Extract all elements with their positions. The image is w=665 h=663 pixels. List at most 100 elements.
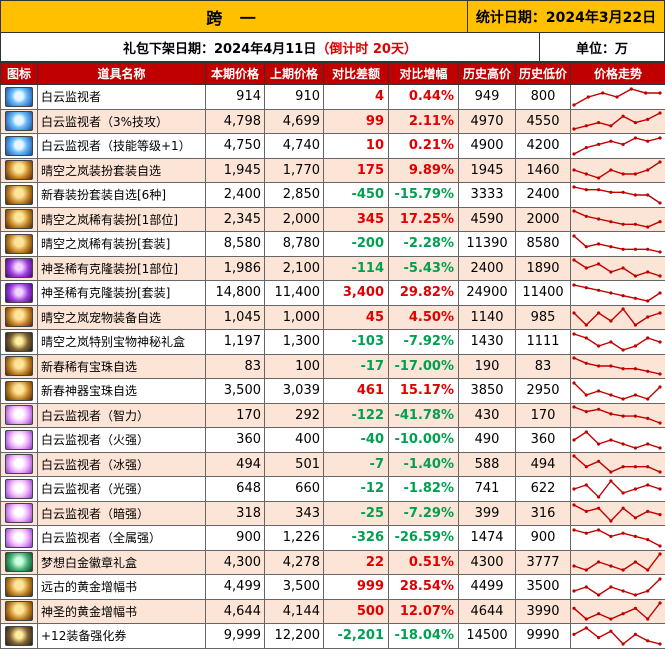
sparkline-point xyxy=(584,285,588,290)
sparkline-point xyxy=(658,446,662,450)
sparkline-point xyxy=(621,465,625,469)
item-icon-cell xyxy=(0,329,38,355)
sparkline-point xyxy=(646,617,650,621)
sparkline-point xyxy=(584,410,588,414)
sparkline-point xyxy=(633,414,637,418)
price-change-percent: -5.43% xyxy=(388,255,459,281)
table-row: 白云监视者 914 910 4 0.44% 949 800 xyxy=(0,84,665,110)
item-name: 神圣稀有克隆装扮[套装] xyxy=(37,280,206,306)
previous-price: 910 xyxy=(264,84,324,110)
sparkline-point xyxy=(658,552,662,556)
item-icon-cell xyxy=(0,157,38,183)
historical-low: 170 xyxy=(515,402,571,428)
sparkline-point xyxy=(621,190,625,194)
current-price: 8,580 xyxy=(205,231,265,257)
sparkline-point xyxy=(584,617,588,621)
sparkline-point xyxy=(572,405,576,409)
table-row: 新春装扮套装自选[6种] 2,400 2,850 -450 -15.79% 3333 240… xyxy=(0,182,665,208)
stat-date: 统计日期：2024年3月22日 xyxy=(468,0,665,33)
sparkline-point xyxy=(621,307,625,311)
sparkline-chart xyxy=(572,307,662,327)
item-name: 新春装扮套装自选[6种] xyxy=(37,182,206,208)
price-change-percent: 9.89% xyxy=(388,157,459,183)
price-difference: -122 xyxy=(323,402,389,428)
sparkline-point xyxy=(646,537,650,541)
sparkline-point xyxy=(609,393,613,397)
gold-pet-icon xyxy=(5,307,33,328)
sparkline-line xyxy=(573,430,661,449)
item-icon-cell xyxy=(0,402,38,428)
previous-price: 4,740 xyxy=(264,133,324,159)
sparkline-point xyxy=(572,564,576,568)
sparkline-point xyxy=(646,397,650,401)
sparkline-chart xyxy=(572,601,662,621)
sparkline-point xyxy=(609,617,613,621)
price-change-percent: -1.40% xyxy=(388,451,459,477)
sparkline-point xyxy=(633,632,637,636)
historical-high: 2400 xyxy=(458,255,516,281)
price-trend-sparkline xyxy=(570,157,665,183)
sparkline-point xyxy=(597,364,601,368)
pink-orb-icon xyxy=(5,503,33,524)
sparkline-point xyxy=(621,506,625,511)
previous-price: 1,000 xyxy=(264,304,324,330)
sparkline-point xyxy=(572,311,576,315)
item-icon-cell xyxy=(0,231,38,257)
column-header: 价格走势 xyxy=(570,62,665,85)
sparkline-point xyxy=(658,372,662,376)
previous-price: 2,000 xyxy=(264,206,324,232)
table-row: +12装备强化券 9,999 12,200 -2,201 -18.04% 14500 999… xyxy=(0,623,665,649)
sparkline-chart xyxy=(572,87,662,107)
current-price: 83 xyxy=(205,353,265,379)
sparkline-point xyxy=(572,283,576,287)
sparkline-point xyxy=(658,642,662,646)
sparkline-point xyxy=(646,315,650,319)
sparkline-point xyxy=(646,247,650,251)
price-difference: -7 xyxy=(323,451,389,477)
column-header: 历史低价 xyxy=(515,62,571,85)
sparkline-chart xyxy=(572,381,662,401)
sparkline-point xyxy=(584,336,588,340)
previous-price: 400 xyxy=(264,427,324,453)
item-name: 白云监视者（冰强） xyxy=(37,451,206,477)
price-change-percent: -41.78% xyxy=(388,402,459,428)
item-name: 白云监视者（智力） xyxy=(37,402,206,428)
sparkline-point xyxy=(658,291,662,295)
price-difference: 999 xyxy=(323,574,389,600)
gold-costume-icon xyxy=(5,233,33,254)
table-row: 白云监视者（全属强） 900 1,226 -326 -26.59% 1474 900 xyxy=(0,525,665,551)
item-icon-cell xyxy=(0,133,38,159)
item-name: 白云监视者 xyxy=(37,84,206,110)
price-difference: 461 xyxy=(323,378,389,404)
historical-low: 2400 xyxy=(515,182,571,208)
sparkline-point xyxy=(658,111,662,115)
price-change-percent: 12.07% xyxy=(388,598,459,624)
previous-price: 1,770 xyxy=(264,157,324,183)
item-name: 晴空之岚稀有装扮[1部位] xyxy=(37,206,206,232)
sparkline-point xyxy=(621,642,625,646)
sparkline-point xyxy=(609,438,613,442)
sparkline-point xyxy=(597,311,601,315)
sparkline-point xyxy=(633,296,637,300)
sparkline-point xyxy=(609,534,613,538)
item-name: 晴空之岚装扮套装自选 xyxy=(37,157,206,183)
sparkline-chart xyxy=(572,136,662,156)
sparkline-point xyxy=(646,638,650,643)
previous-price: 8,780 xyxy=(264,231,324,257)
sparkline-point xyxy=(572,258,576,262)
price-difference: 22 xyxy=(323,549,389,575)
sparkline-point xyxy=(633,247,637,251)
historical-high: 4970 xyxy=(458,108,516,134)
historical-low: 494 xyxy=(515,451,571,477)
item-icon-cell xyxy=(0,451,38,477)
column-header: 对比增幅 xyxy=(388,62,459,85)
sparkline-point xyxy=(597,407,601,412)
sparkline-line xyxy=(573,479,661,498)
sparkline-point xyxy=(621,348,625,352)
price-change-percent: 0.44% xyxy=(388,84,459,110)
sparkline-line xyxy=(573,333,661,351)
historical-high: 11390 xyxy=(458,231,516,257)
sparkline-line xyxy=(573,504,661,523)
sparkline-chart xyxy=(572,454,662,474)
sparkline-point xyxy=(572,528,576,532)
